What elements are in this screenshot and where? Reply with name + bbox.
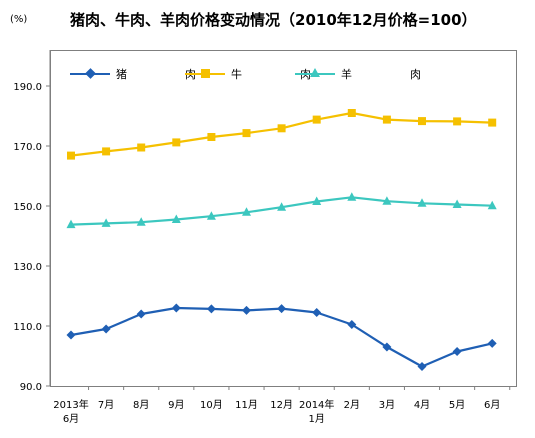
- data-point-mutton: [312, 196, 322, 205]
- y-tick-label: 90.0: [20, 382, 42, 393]
- y-tick-label: 170.0: [13, 142, 42, 153]
- legend-label-pork: 猪 肉: [116, 68, 208, 81]
- data-point-pork: [417, 362, 427, 371]
- series-line-mutton: [70, 196, 493, 226]
- y-tick-label: 190.0: [13, 82, 42, 93]
- data-point-beef: [418, 117, 426, 126]
- x-tick-label: 8月: [133, 399, 149, 411]
- data-point-beef: [277, 124, 286, 133]
- data-point-pork: [206, 304, 216, 314]
- data-point-beef: [242, 129, 251, 138]
- data-point-mutton: [347, 192, 357, 201]
- data-point-mutton: [206, 211, 216, 220]
- legend-marker-beef: [201, 69, 210, 78]
- data-point-beef: [137, 143, 146, 152]
- data-point-mutton: [417, 198, 427, 207]
- data-point-pork: [136, 309, 146, 319]
- data-point-mutton: [277, 202, 287, 211]
- x-tick-label: 6月: [484, 399, 500, 411]
- x-tick-label: 5月: [449, 399, 465, 411]
- series-line-pork: [70, 306, 493, 368]
- legend-label-mutton: 羊 肉: [341, 68, 433, 81]
- data-point-pork: [487, 338, 497, 348]
- data-point-beef: [453, 117, 462, 126]
- data-point-pork: [242, 305, 251, 315]
- x-tick-label: 9月: [168, 399, 184, 411]
- data-point-beef: [67, 151, 75, 160]
- x-tick-label: 2014年: [299, 398, 334, 411]
- y-unit-label: (%): [10, 14, 28, 25]
- data-point-mutton: [452, 199, 462, 208]
- data-point-mutton: [242, 207, 251, 216]
- x-tick-label: 3月: [379, 399, 395, 411]
- data-point-pork: [382, 342, 392, 352]
- data-point-pork: [312, 308, 322, 317]
- data-point-beef: [172, 138, 181, 147]
- legend-marker-mutton: [310, 68, 320, 77]
- y-tick-label: 130.0: [13, 262, 42, 273]
- x-tick-label: 1月: [309, 413, 325, 425]
- data-point-mutton: [487, 200, 497, 210]
- x-tick-label: 11月: [235, 399, 258, 411]
- data-point-pork: [66, 330, 76, 340]
- x-tick-label: 10月: [200, 399, 223, 411]
- data-point-beef: [382, 115, 391, 124]
- chart-title: 猪肉、牛肉、羊肉价格变动情况（2010年12月价格=100）: [70, 11, 477, 29]
- y-tick-label: 110.0: [13, 322, 42, 333]
- x-tick-label: 2月: [344, 399, 360, 411]
- data-point-pork: [101, 324, 111, 334]
- data-point-mutton: [382, 196, 392, 205]
- data-point-beef: [207, 133, 216, 141]
- data-point-mutton: [136, 217, 146, 226]
- data-point-mutton: [101, 218, 111, 227]
- data-point-mutton: [66, 219, 76, 229]
- data-point-beef: [488, 118, 497, 127]
- data-point-pork: [277, 304, 287, 314]
- x-tick-label: 6月: [63, 413, 79, 425]
- data-point-mutton: [171, 214, 181, 223]
- data-point-beef: [347, 109, 356, 117]
- x-tick-label: 7月: [98, 399, 114, 411]
- legend-label-beef: 牛 肉: [231, 68, 323, 81]
- x-tick-label: 12月: [270, 399, 293, 411]
- data-point-pork: [452, 347, 462, 356]
- data-point-pork: [171, 303, 181, 313]
- x-tick-label: 4月: [414, 399, 430, 411]
- y-tick-label: 150.0: [13, 202, 42, 213]
- data-point-beef: [312, 115, 321, 124]
- data-point-pork: [347, 320, 357, 329]
- series-line-beef: [70, 111, 493, 157]
- data-point-beef: [102, 147, 111, 156]
- x-tick-label: 2013年: [53, 398, 88, 411]
